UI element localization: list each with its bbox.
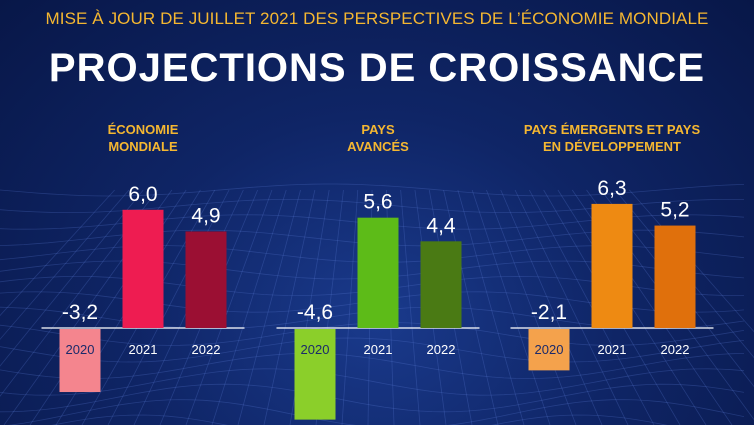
mesh-line: [211, 189, 287, 425]
mesh-line: [0, 189, 130, 340]
mesh-line: [0, 352, 745, 380]
mesh-line: [500, 189, 603, 425]
bar-2021: [591, 203, 633, 328]
mesh-line: [614, 189, 754, 359]
value-label: 6,3: [597, 177, 626, 200]
mesh-line: [0, 189, 144, 367]
value-label: 4,4: [426, 214, 456, 237]
mesh-line: [443, 189, 499, 425]
supertitle: MISE À JOUR DE JUILLET 2021 DES PERSPECT…: [45, 9, 709, 28]
mesh-line: [0, 337, 745, 363]
category-label: 2021: [129, 342, 158, 357]
category-label: 2020: [66, 342, 95, 357]
mesh-line: [486, 189, 577, 425]
chart-title-line: PAYS ÉMERGENTS ET PAYS: [524, 122, 701, 137]
bar-2021: [122, 209, 164, 328]
chart-group-0: ÉCONOMIE MONDIALE -3,2 2020 6,0 2021 4,9 2022: [41, 122, 245, 393]
mesh-line: [471, 189, 551, 425]
mesh-line: [0, 189, 115, 317]
chart-title-line: EN DÉVELOPPEMENT: [543, 139, 681, 154]
mesh-line: [400, 189, 421, 425]
mesh-line: [514, 189, 629, 425]
category-label: 2020: [301, 342, 330, 357]
bar-2021: [357, 217, 399, 328]
value-label: -4,6: [297, 301, 333, 324]
chart-title-line: PAYS: [361, 122, 395, 137]
bar-2020: [528, 329, 570, 371]
mesh-line: [185, 189, 273, 425]
bar-2022: [654, 225, 696, 328]
value-label: -2,1: [531, 301, 567, 324]
mesh-line: [457, 189, 525, 425]
main-title: PROJECTIONS DE CROISSANCE: [48, 46, 706, 90]
bar-2022: [185, 231, 227, 328]
mesh-line: [51, 414, 668, 425]
mesh-line: [237, 189, 301, 425]
bar-2022: [420, 241, 462, 328]
value-label: 5,6: [363, 191, 392, 214]
mesh-line: [341, 189, 359, 425]
value-label: 4,9: [191, 204, 220, 227]
value-label: 5,2: [660, 199, 689, 222]
chart-title-line: AVANCÉS: [347, 139, 409, 154]
chart-title-line: ÉCONOMIE: [108, 122, 179, 137]
chart-group-1: PAYS AVANCÉS -4,6 2020 5,6 2021 4,4 2022: [276, 122, 480, 420]
chart-group-2: PAYS ÉMERGENTS ET PAYS EN DÉVELOPPEMENT -2…: [510, 122, 714, 371]
mesh-line: [0, 383, 745, 413]
value-label: -3,2: [62, 301, 98, 324]
mesh-line: [107, 189, 230, 425]
category-label: 2021: [364, 342, 393, 357]
mesh-line: [0, 183, 745, 197]
category-label: 2022: [192, 342, 221, 357]
mesh-line: [7, 399, 745, 425]
chart-title-line: MONDIALE: [108, 139, 178, 154]
category-label: 2021: [598, 342, 627, 357]
category-label: 2022: [427, 342, 456, 357]
value-label: 6,0: [128, 183, 157, 206]
category-label: 2022: [661, 342, 690, 357]
mesh-line: [263, 189, 316, 425]
category-label: 2020: [535, 342, 564, 357]
bar-2020: [59, 329, 101, 393]
mesh-line: [0, 368, 745, 396]
bar-2020: [294, 329, 336, 420]
